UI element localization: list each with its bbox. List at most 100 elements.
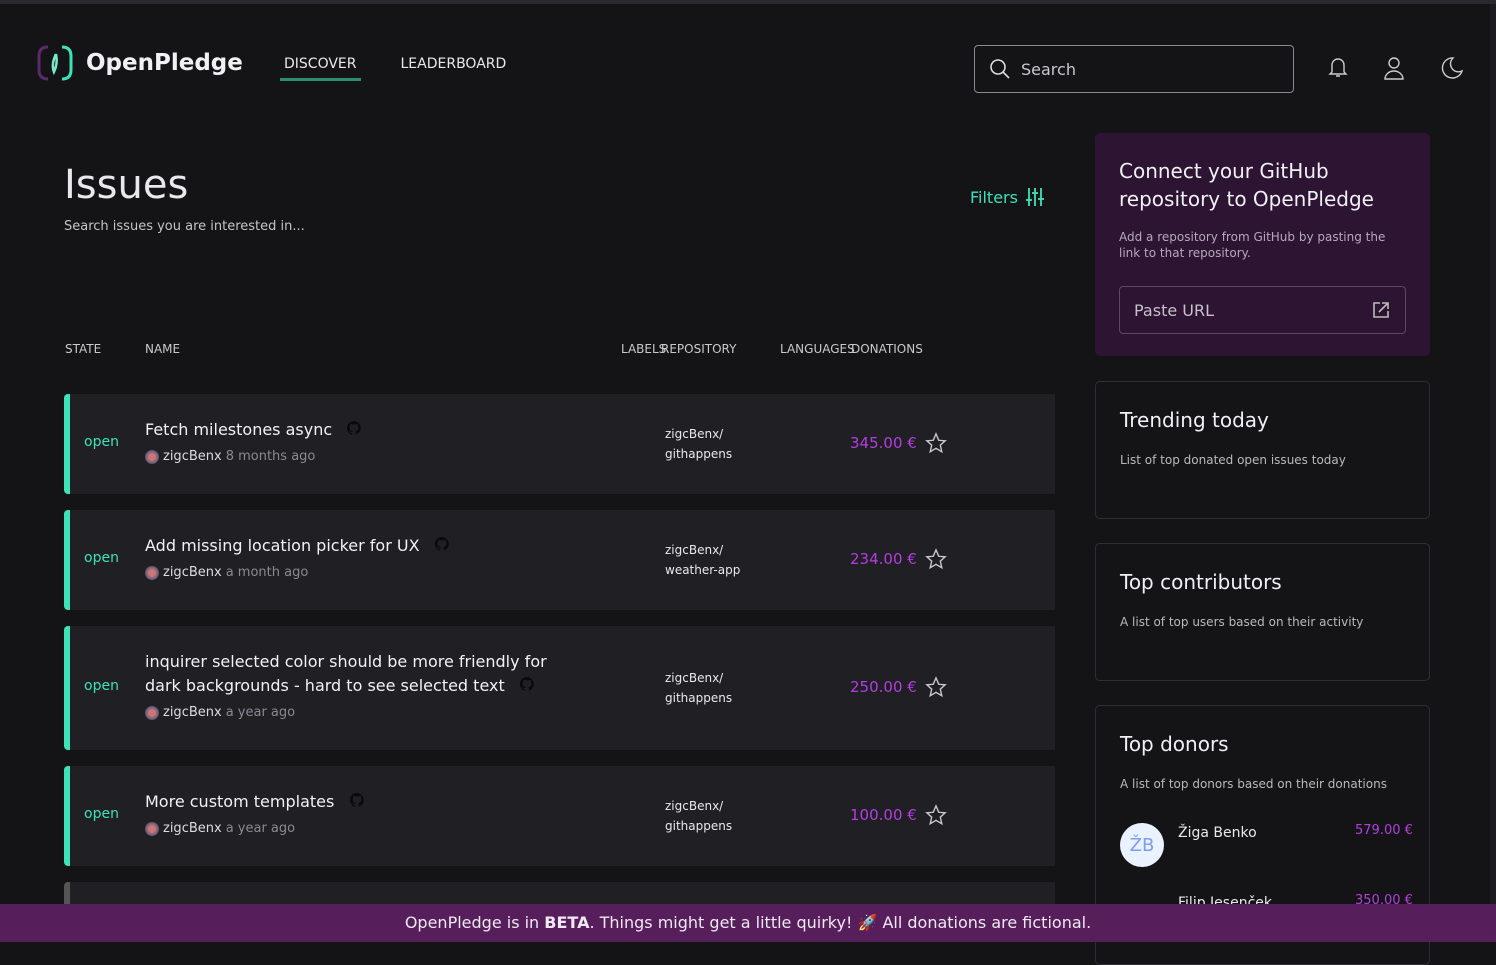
issue-author[interactable]: zigcBenx bbox=[163, 821, 222, 836]
repo-owner: zigcBenx/ bbox=[665, 799, 724, 813]
nav-discover[interactable]: DISCOVER bbox=[280, 56, 361, 81]
issue-author[interactable]: zigcBenx bbox=[163, 565, 222, 580]
issue-row[interactable]: open inquirer selected color should be m… bbox=[64, 626, 1055, 750]
donation-amount: 345.00 € bbox=[850, 434, 917, 452]
issue-meta: zigcBenx 8 months ago bbox=[145, 449, 315, 464]
contributors-text: A list of top users based on their activ… bbox=[1120, 615, 1364, 629]
issue-age: a month ago bbox=[225, 565, 309, 580]
issue-row[interactable]: open Add missing location picker for UX … bbox=[64, 510, 1055, 610]
moon-icon[interactable] bbox=[1439, 56, 1463, 80]
github-icon[interactable] bbox=[434, 537, 449, 551]
issue-repository[interactable]: zigcBenx/githappens bbox=[665, 796, 732, 836]
filters-label: Filters bbox=[970, 187, 1018, 207]
sliders-icon bbox=[1025, 188, 1044, 206]
issue-donation: 100.00 € bbox=[850, 804, 947, 826]
author-avatar bbox=[145, 705, 159, 720]
issue-meta: zigcBenx a year ago bbox=[145, 821, 295, 836]
nav-leaderboard[interactable]: LEADERBOARD bbox=[400, 56, 507, 72]
trending-title: Trending today bbox=[1120, 408, 1269, 432]
star-icon[interactable] bbox=[924, 676, 947, 698]
issue-state: open bbox=[84, 434, 119, 450]
donation-amount: 234.00 € bbox=[850, 550, 917, 568]
search-box[interactable] bbox=[974, 45, 1294, 93]
user-icon[interactable] bbox=[1384, 56, 1404, 80]
issue-repository[interactable]: zigcBenx/githappens bbox=[665, 668, 732, 708]
repo-owner: zigcBenx/ bbox=[665, 543, 724, 557]
donor-avatar: ŽB bbox=[1120, 823, 1164, 867]
github-icon[interactable] bbox=[347, 421, 362, 435]
header: OpenPledge DISCOVER LEADERBOARD bbox=[36, 30, 1463, 100]
issue-title[interactable]: More custom templates bbox=[145, 790, 585, 814]
header-donations: DONATIONS bbox=[851, 342, 923, 356]
author-avatar bbox=[145, 821, 159, 836]
issue-meta: zigcBenx a year ago bbox=[145, 705, 295, 720]
bell-icon[interactable] bbox=[1328, 56, 1348, 78]
star-icon[interactable] bbox=[924, 548, 947, 570]
issue-title-text: inquirer selected color should be more f… bbox=[145, 652, 547, 695]
issue-row[interactable]: open Fetch milestones async zigcBenx 8 mo… bbox=[64, 394, 1055, 494]
issue-title-text: Add missing location picker for UX bbox=[145, 536, 420, 555]
issue-title-text: More custom templates bbox=[145, 792, 335, 811]
repo-owner: zigcBenx/ bbox=[665, 671, 724, 685]
issue-donation: 234.00 € bbox=[850, 548, 947, 570]
main-nav: DISCOVER LEADERBOARD bbox=[280, 56, 510, 81]
paste-url-label: Paste URL bbox=[1134, 300, 1215, 320]
page-title: Issues bbox=[64, 162, 189, 208]
donation-amount: 100.00 € bbox=[850, 806, 917, 824]
scrollbar[interactable] bbox=[1490, 4, 1496, 942]
donor-item[interactable]: ŽB Žiga Benko 579.00 € bbox=[1120, 823, 1413, 867]
connect-repo-card: Connect your GitHub repository to OpenPl… bbox=[1095, 133, 1430, 356]
logo[interactable]: OpenPledge bbox=[36, 44, 243, 82]
external-link-icon[interactable] bbox=[1371, 300, 1391, 320]
issue-title[interactable]: Add missing location picker for UX bbox=[145, 534, 585, 558]
search-input[interactable] bbox=[1021, 59, 1221, 79]
donors-title: Top donors bbox=[1120, 732, 1229, 756]
issue-state: open bbox=[84, 550, 119, 566]
star-icon[interactable] bbox=[924, 804, 947, 826]
window-top-border bbox=[0, 0, 1496, 4]
issue-age: a year ago bbox=[225, 821, 296, 836]
contributors-card: Top contributors A list of top users bas… bbox=[1095, 543, 1430, 681]
repo-name: githappens bbox=[665, 447, 733, 461]
banner-text-end: . Things might get a little quirky! 🚀 Al… bbox=[589, 913, 1092, 932]
openpledge-logo-icon bbox=[37, 45, 73, 81]
connect-title: Connect your GitHub repository to OpenPl… bbox=[1119, 159, 1374, 211]
header-languages: LANGUAGES bbox=[780, 342, 855, 356]
trending-text: List of top donated open issues today bbox=[1120, 453, 1346, 467]
issue-age: 8 months ago bbox=[225, 449, 316, 464]
issue-donation: 250.00 € bbox=[850, 676, 947, 698]
issue-repository[interactable]: zigcBenx/weather-app bbox=[665, 540, 740, 580]
star-icon[interactable] bbox=[924, 432, 947, 454]
repo-owner: zigcBenx/ bbox=[665, 427, 724, 441]
repo-name: githappens bbox=[665, 691, 733, 705]
issue-state: open bbox=[84, 806, 119, 822]
repo-name: githappens bbox=[665, 819, 733, 833]
issue-state: open bbox=[84, 678, 119, 694]
github-icon[interactable] bbox=[349, 793, 364, 807]
banner-beta: BETA bbox=[544, 913, 590, 932]
issue-author[interactable]: zigcBenx bbox=[163, 449, 222, 464]
issue-donation: 345.00 € bbox=[850, 432, 947, 454]
issue-row[interactable]: open More custom templates zigcBenx a yea… bbox=[64, 766, 1055, 866]
header-state: STATE bbox=[65, 342, 102, 356]
issue-author[interactable]: zigcBenx bbox=[163, 705, 222, 720]
header-labels: LABELS bbox=[621, 342, 667, 356]
app-name: OpenPledge bbox=[86, 50, 243, 76]
donation-amount: 250.00 € bbox=[850, 678, 917, 696]
page-subtitle: Search issues you are interested in... bbox=[64, 219, 305, 234]
filters-button[interactable]: Filters bbox=[970, 187, 1044, 207]
paste-url-input[interactable]: Paste URL bbox=[1119, 286, 1406, 334]
donor-name: Žiga Benko bbox=[1178, 825, 1257, 841]
issue-title[interactable]: Fetch milestones async bbox=[145, 418, 585, 442]
repo-name: weather-app bbox=[665, 563, 741, 577]
issue-title-text: Fetch milestones async bbox=[145, 420, 333, 439]
issue-title[interactable]: inquirer selected color should be more f… bbox=[145, 650, 585, 698]
issue-repository[interactable]: zigcBenx/githappens bbox=[665, 424, 732, 464]
banner-text: OpenPledge is in bbox=[404, 913, 545, 932]
author-avatar bbox=[145, 449, 159, 464]
header-repository: REPOSITORY bbox=[661, 342, 737, 356]
issue-meta: zigcBenx a month ago bbox=[145, 565, 308, 580]
github-icon[interactable] bbox=[520, 677, 534, 691]
contributors-title: Top contributors bbox=[1120, 570, 1282, 594]
donor-amount: 579.00 € bbox=[1355, 823, 1413, 838]
